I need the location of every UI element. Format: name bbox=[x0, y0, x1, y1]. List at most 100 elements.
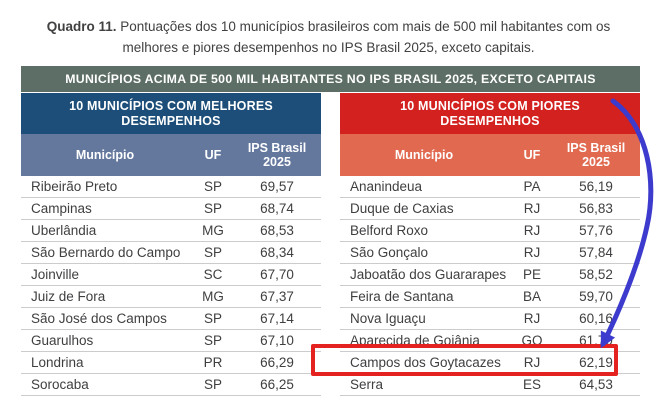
cell-municipio: Campos dos Goytacazes bbox=[350, 355, 501, 370]
column-ips: IPS Brasil 2025 bbox=[566, 141, 626, 169]
cell-municipio: Ribeirão Preto bbox=[31, 179, 118, 194]
cell-municipio: São Bernardo do Campo bbox=[31, 245, 181, 260]
worst-panel-header: 10 MUNICÍPIOS COM PIORES DESEMPENHOS bbox=[340, 93, 640, 134]
cell-uf: SP bbox=[203, 179, 222, 194]
worst-column-header: Município UF IPS Brasil 2025 bbox=[340, 134, 640, 176]
column-ips: IPS Brasil 2025 bbox=[247, 141, 307, 169]
cell-score: 67,70 bbox=[260, 267, 294, 282]
cell-municipio: Duque de Caxias bbox=[350, 201, 454, 216]
cell-municipio: Joinville bbox=[31, 267, 80, 282]
cell-score: 64,53 bbox=[579, 377, 613, 392]
cell-municipio: Belford Roxo bbox=[350, 223, 429, 238]
cell-uf: PE bbox=[522, 267, 541, 282]
best-rows: Ribeirão Preto SP 69,57 Campinas SP 68,7… bbox=[21, 176, 321, 396]
table-row: Sorocaba SP 66,25 bbox=[21, 374, 321, 396]
cell-uf: SP bbox=[203, 377, 222, 392]
table-panels: 10 MUNICÍPIOS COM MELHORES DESEMPENHOS M… bbox=[21, 93, 640, 396]
cell-municipio: Sorocaba bbox=[31, 377, 89, 392]
cell-score: 68,74 bbox=[260, 201, 294, 216]
cell-score: 67,14 bbox=[260, 311, 294, 326]
cell-uf: RJ bbox=[523, 355, 541, 370]
table-banner: MUNICÍPIOS ACIMA DE 500 MIL HABITANTES N… bbox=[21, 66, 640, 92]
cell-uf: SP bbox=[203, 333, 222, 348]
cell-score: 61,79 bbox=[579, 333, 613, 348]
best-panel-header: 10 MUNICÍPIOS COM MELHORES DESEMPENHOS bbox=[21, 93, 321, 134]
cell-uf: SP bbox=[203, 245, 222, 260]
table-row: São Bernardo do Campo SP 68,34 bbox=[21, 242, 321, 264]
column-municipio: Município bbox=[75, 148, 135, 162]
table-row: Ribeirão Preto SP 69,57 bbox=[21, 176, 321, 198]
ips-table: MUNICÍPIOS ACIMA DE 500 MIL HABITANTES N… bbox=[21, 66, 640, 396]
cell-municipio: São José dos Campos bbox=[31, 311, 167, 326]
cell-municipio: Feira de Santana bbox=[350, 289, 454, 304]
cell-municipio: Juiz de Fora bbox=[31, 289, 106, 304]
table-row: Aparecida de Goiânia GO 61,79 bbox=[340, 330, 640, 352]
cell-score: 57,76 bbox=[579, 223, 613, 238]
table-row: Ananindeua PA 56,19 bbox=[340, 176, 640, 198]
cell-score: 56,19 bbox=[579, 179, 613, 194]
cell-municipio: Aparecida de Goiânia bbox=[350, 333, 480, 348]
cell-score: 66,25 bbox=[260, 377, 294, 392]
cell-municipio: Ananindeua bbox=[350, 179, 423, 194]
cell-uf: PA bbox=[523, 179, 541, 194]
cell-score: 68,34 bbox=[260, 245, 294, 260]
cell-score: 60,16 bbox=[579, 311, 613, 326]
cell-uf: GO bbox=[521, 333, 543, 348]
cell-score: 67,10 bbox=[260, 333, 294, 348]
table-row: Campinas SP 68,74 bbox=[21, 198, 321, 220]
cell-uf: RJ bbox=[523, 223, 541, 238]
cell-score: 67,37 bbox=[260, 289, 294, 304]
table-row: Campos dos Goytacazes RJ 62,19 bbox=[340, 352, 640, 374]
cell-municipio: Jaboatão dos Guararapes bbox=[350, 267, 507, 282]
column-uf: UF bbox=[204, 148, 222, 162]
cell-uf: MG bbox=[202, 289, 224, 304]
cell-score: 62,19 bbox=[579, 355, 613, 370]
table-row: Juiz de Fora MG 67,37 bbox=[21, 286, 321, 308]
cell-uf: RJ bbox=[523, 201, 541, 216]
cell-score: 56,83 bbox=[579, 201, 613, 216]
cell-uf: MG bbox=[202, 223, 224, 238]
cell-score: 58,52 bbox=[579, 267, 613, 282]
column-uf: UF bbox=[523, 148, 541, 162]
table-row: Londrina PR 66,29 bbox=[21, 352, 321, 374]
cell-municipio: Serra bbox=[350, 377, 384, 392]
cell-municipio: Campinas bbox=[31, 201, 92, 216]
table-row: São Gonçalo RJ 57,84 bbox=[340, 242, 640, 264]
cell-uf: SP bbox=[203, 311, 222, 326]
cell-municipio: Londrina bbox=[31, 355, 84, 370]
cell-municipio: São Gonçalo bbox=[350, 245, 429, 260]
table-row: Nova Iguaçu RJ 60,16 bbox=[340, 308, 640, 330]
cell-uf: PR bbox=[203, 355, 223, 370]
cell-uf: ES bbox=[522, 377, 541, 392]
figure-caption: Quadro 11. Pontuações dos 10 municípios … bbox=[0, 16, 657, 58]
cell-score: 69,57 bbox=[260, 179, 294, 194]
worst-performance-panel: 10 MUNICÍPIOS COM PIORES DESEMPENHOS Mun… bbox=[340, 93, 640, 396]
table-row: Serra ES 64,53 bbox=[340, 374, 640, 396]
cell-municipio: Guarulhos bbox=[31, 333, 94, 348]
cell-score: 66,29 bbox=[260, 355, 294, 370]
cell-score: 59,70 bbox=[579, 289, 613, 304]
cell-uf: SP bbox=[203, 201, 222, 216]
cell-municipio: Uberlândia bbox=[31, 223, 97, 238]
cell-uf: SC bbox=[203, 267, 223, 282]
table-row: Guarulhos SP 67,10 bbox=[21, 330, 321, 352]
cell-municipio: Nova Iguaçu bbox=[350, 311, 426, 326]
cell-uf: RJ bbox=[523, 311, 541, 326]
worst-rows: Ananindeua PA 56,19 Duque de Caxias RJ 5… bbox=[340, 176, 640, 396]
table-row: Joinville SC 67,70 bbox=[21, 264, 321, 286]
best-column-header: Município UF IPS Brasil 2025 bbox=[21, 134, 321, 176]
cell-uf: BA bbox=[522, 289, 541, 304]
best-performance-panel: 10 MUNICÍPIOS COM MELHORES DESEMPENHOS M… bbox=[21, 93, 321, 396]
cell-uf: RJ bbox=[523, 245, 541, 260]
figure-caption-text: Pontuações dos 10 municípios brasileiros… bbox=[116, 19, 611, 55]
table-row: Feira de Santana BA 59,70 bbox=[340, 286, 640, 308]
table-row: Duque de Caxias RJ 56,83 bbox=[340, 198, 640, 220]
table-row: Uberlândia MG 68,53 bbox=[21, 220, 321, 242]
column-municipio: Município bbox=[394, 148, 454, 162]
table-row: São José dos Campos SP 67,14 bbox=[21, 308, 321, 330]
table-row: Jaboatão dos Guararapes PE 58,52 bbox=[340, 264, 640, 286]
figure-caption-number: Quadro 11. bbox=[46, 19, 117, 34]
cell-score: 68,53 bbox=[260, 223, 294, 238]
table-row: Belford Roxo RJ 57,76 bbox=[340, 220, 640, 242]
